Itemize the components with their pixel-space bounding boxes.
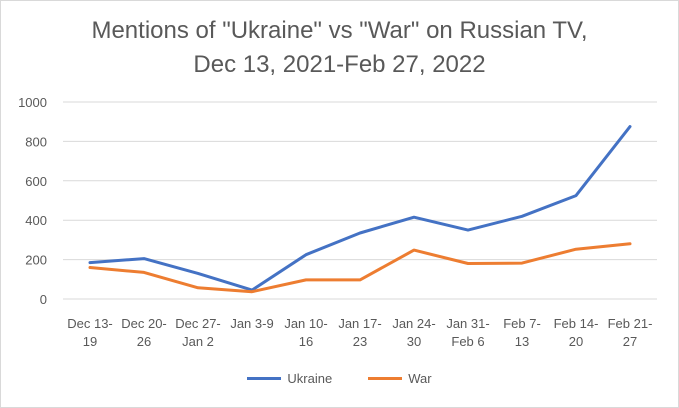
x-tick-label: 16	[299, 334, 313, 349]
x-tick-label: Feb 7-	[503, 316, 541, 331]
x-tick-label: Feb 14-	[554, 316, 599, 331]
x-tick-label: Feb 6	[451, 334, 484, 349]
x-tick-label: Dec 13-	[67, 316, 113, 331]
x-tick-label: Jan 24-	[392, 316, 435, 331]
legend-label-ukraine: Ukraine	[287, 371, 333, 386]
series-line-war	[88, 242, 632, 294]
x-tick-label: Dec 27-	[175, 316, 221, 331]
x-tick-label: 27	[623, 334, 637, 349]
series-line-ukraine	[88, 125, 632, 292]
legend-item-war: War	[368, 371, 432, 386]
chart-title-line-1: Mentions of "Ukraine" vs "War" on Russia…	[91, 17, 588, 44]
legend: Ukraine War	[0, 371, 679, 386]
chart-title-line-2: Dec 13, 2021-Feb 27, 2022	[193, 51, 486, 78]
x-tick-label: Jan 3-9	[230, 316, 273, 331]
x-tick-label: 30	[407, 334, 421, 349]
y-axis-tick-labels: 0 200 400 600 800 1000	[18, 95, 47, 307]
y-tick-label: 800	[25, 134, 47, 149]
x-tick-label: Jan 17-	[338, 316, 381, 331]
x-axis-tick-labels: Dec 13- 19 Dec 20- 26 Dec 27- Jan 2 Jan 3-9 Jan…	[67, 316, 652, 349]
x-tick-label: Feb 21-	[608, 316, 653, 331]
y-tick-label: 1000	[18, 95, 47, 110]
y-tick-label: 200	[25, 253, 47, 268]
gridlines	[63, 101, 657, 300]
x-tick-label: Jan 2	[182, 334, 214, 349]
x-tick-label: Jan 31-	[446, 316, 489, 331]
y-tick-label: 0	[40, 292, 47, 307]
x-tick-label: 20	[569, 334, 583, 349]
series-lines	[88, 125, 632, 294]
legend-item-ukraine: Ukraine	[247, 371, 332, 386]
legend-label-war: War	[408, 371, 432, 386]
x-tick-label: 19	[83, 334, 97, 349]
x-tick-label: 23	[353, 334, 367, 349]
x-tick-label: Dec 20-	[121, 316, 167, 331]
legend-swatch-ukraine	[247, 377, 282, 380]
x-tick-label: 13	[515, 334, 529, 349]
x-tick-label: 26	[137, 334, 151, 349]
x-tick-label: Jan 10-	[284, 316, 327, 331]
legend-swatch-war	[368, 377, 403, 380]
y-tick-label: 400	[25, 213, 47, 228]
y-tick-label: 600	[25, 174, 47, 189]
